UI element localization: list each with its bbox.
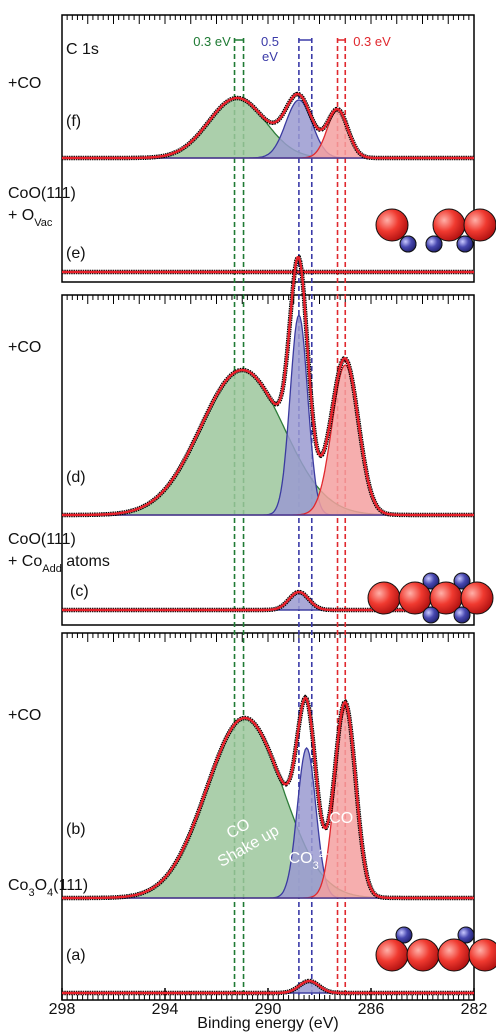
atom xyxy=(375,208,409,242)
sample-label-part: Add xyxy=(42,563,62,575)
fit-envelope xyxy=(62,695,474,900)
annotation: 0.3 eV xyxy=(353,34,391,49)
sample-label-part: Vac xyxy=(34,217,53,229)
atom xyxy=(437,938,471,972)
sample-label: CoO(111) xyxy=(8,185,76,202)
sample-label: + OVac xyxy=(8,207,53,229)
x-tick-label: 286 xyxy=(358,1001,385,1018)
panel-note: +CO xyxy=(8,707,41,724)
atom xyxy=(422,606,440,624)
annotation: eV xyxy=(262,49,278,64)
panel-label: (d) xyxy=(66,469,86,486)
sample-label-part: CoO(111) xyxy=(8,531,76,548)
sample-label: + CoAdd atoms xyxy=(8,553,110,575)
panel-label: (f) xyxy=(66,113,81,130)
chart-title: C 1s xyxy=(66,41,99,58)
annotation: 0.3 eV xyxy=(193,34,231,49)
component-label: CO xyxy=(329,810,353,827)
component-label-part: 3 xyxy=(313,860,319,872)
panel-note: +CO xyxy=(8,339,41,356)
atom xyxy=(422,572,440,590)
x-axis-label: Binding energy (eV) xyxy=(197,1015,338,1032)
sample-label-part: CoO(111) xyxy=(8,185,76,202)
x-tick-label: 294 xyxy=(152,1001,179,1018)
sample-label-part: 4 xyxy=(47,887,53,899)
component-label-part: CO xyxy=(329,810,353,827)
atom xyxy=(468,938,496,972)
sample-label-part: + O xyxy=(8,207,34,224)
sample-label-part: + Co xyxy=(8,553,42,570)
fit-component xyxy=(62,97,474,159)
atom xyxy=(425,235,443,253)
x-tick-label: 290 xyxy=(255,1001,282,1018)
sample-label: Co3O4(111) xyxy=(8,877,88,899)
panel-label: (a) xyxy=(66,947,86,964)
atom xyxy=(375,938,409,972)
atom xyxy=(457,926,475,944)
atom xyxy=(453,606,471,624)
sample-label-part: 3 xyxy=(28,887,34,899)
sample-label-part: O xyxy=(35,877,47,894)
sample-label-part: (111) xyxy=(53,877,88,894)
component-label: CO32- xyxy=(289,848,329,872)
data-trace xyxy=(62,978,474,996)
fit-envelope xyxy=(62,255,474,517)
component-label-part: CO xyxy=(289,850,313,867)
sample-label-part: Co xyxy=(8,877,29,894)
panel-note: +CO xyxy=(8,75,41,92)
panel-label: (e) xyxy=(66,245,86,262)
atom xyxy=(460,581,494,615)
annotation: 0.5 xyxy=(261,34,279,49)
panel-label: (c) xyxy=(70,583,89,600)
atom xyxy=(367,581,401,615)
atom xyxy=(399,235,417,253)
fit-envelope xyxy=(62,92,474,160)
component-label-part: 2- xyxy=(319,848,329,860)
panel-label: (b) xyxy=(66,821,86,838)
atom xyxy=(406,938,440,972)
atom xyxy=(395,926,413,944)
sample-label-part: atoms xyxy=(62,553,110,570)
x-tick-label: 282 xyxy=(461,1001,488,1018)
atom xyxy=(463,208,496,242)
x-tick-label: 298 xyxy=(49,1001,76,1018)
fit-envelope xyxy=(62,979,474,995)
atom xyxy=(432,208,466,242)
atom xyxy=(453,572,471,590)
sample-label: CoO(111) xyxy=(8,531,76,548)
atom xyxy=(456,235,474,253)
